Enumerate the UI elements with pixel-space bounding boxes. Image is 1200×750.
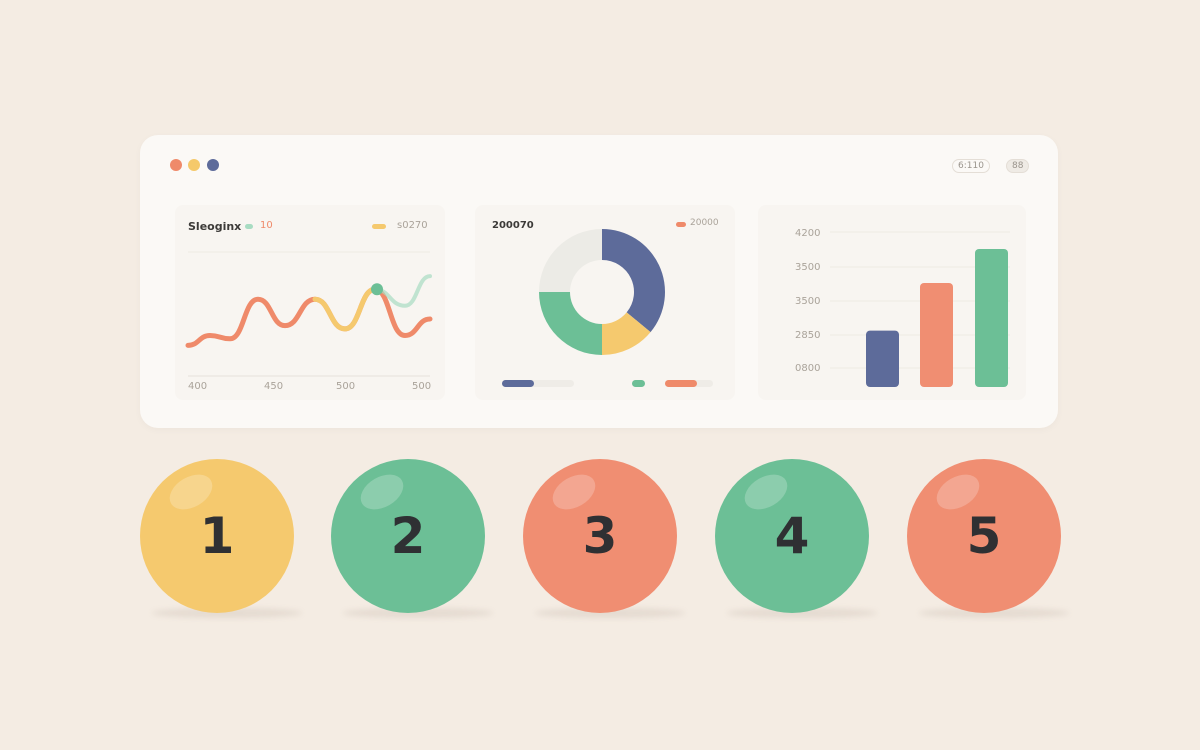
- y-tick: 4200: [795, 228, 821, 239]
- x-tick: 450: [264, 381, 284, 392]
- step-shadow: [343, 608, 493, 618]
- header-pill-1[interactable]: 6:110: [952, 159, 990, 173]
- window-dot-close[interactable]: [170, 159, 182, 171]
- donut-chart-title: 200070: [492, 220, 534, 231]
- line-data-point: [371, 283, 383, 296]
- step-number: 5: [966, 507, 1002, 565]
- progress-fill: [665, 380, 697, 387]
- step-shadow: [152, 608, 302, 618]
- line-series-highlight: [312, 286, 378, 332]
- step-circle-5: 5: [907, 459, 1061, 613]
- bar-3: [975, 249, 1008, 387]
- x-tick: 500: [412, 381, 432, 392]
- legend-label-left: 10: [260, 220, 273, 231]
- window-dot-minimize[interactable]: [188, 159, 200, 171]
- legend-swatch-yellow: [372, 224, 386, 229]
- step-circle-1: 1: [140, 459, 294, 613]
- line-series-1: [373, 274, 432, 308]
- line-chart-title: Sleoginx: [188, 220, 242, 233]
- header-pill-2[interactable]: 88: [1006, 159, 1030, 173]
- y-tick: 2850: [795, 330, 821, 341]
- donut-slice-0: [602, 229, 666, 333]
- step-circle-2: 2: [331, 459, 485, 613]
- step-number: 1: [199, 507, 235, 565]
- step-number: 3: [582, 507, 618, 565]
- x-tick: 400: [188, 381, 208, 392]
- step-number: 2: [390, 507, 426, 565]
- progress-fill: [502, 380, 534, 387]
- step-shadow: [727, 608, 877, 618]
- window-dot-maximize[interactable]: [207, 159, 219, 171]
- y-tick: 0800: [795, 363, 821, 374]
- legend-chip: [632, 380, 645, 387]
- step-shadow: [535, 608, 685, 618]
- x-tick: 500: [336, 381, 356, 392]
- y-tick: 3500: [795, 296, 821, 307]
- bar-2: [920, 283, 953, 387]
- line-series-0: [185, 286, 433, 348]
- step-shadow: [919, 608, 1069, 618]
- legend-label-right: s0270: [397, 220, 428, 231]
- step-number: 4: [774, 507, 810, 565]
- donut-slice-3: [539, 229, 602, 292]
- bar-1: [866, 330, 899, 387]
- step-circle-3: 3: [523, 459, 677, 613]
- donut-slice-1: [602, 312, 651, 355]
- donut-slice-2: [539, 292, 602, 355]
- legend-swatch-green: [245, 224, 253, 229]
- y-tick: 3500: [795, 262, 821, 273]
- donut-legend-swatch: [676, 222, 686, 227]
- donut-legend-label: 20000: [690, 218, 719, 228]
- step-circle-4: 4: [715, 459, 869, 613]
